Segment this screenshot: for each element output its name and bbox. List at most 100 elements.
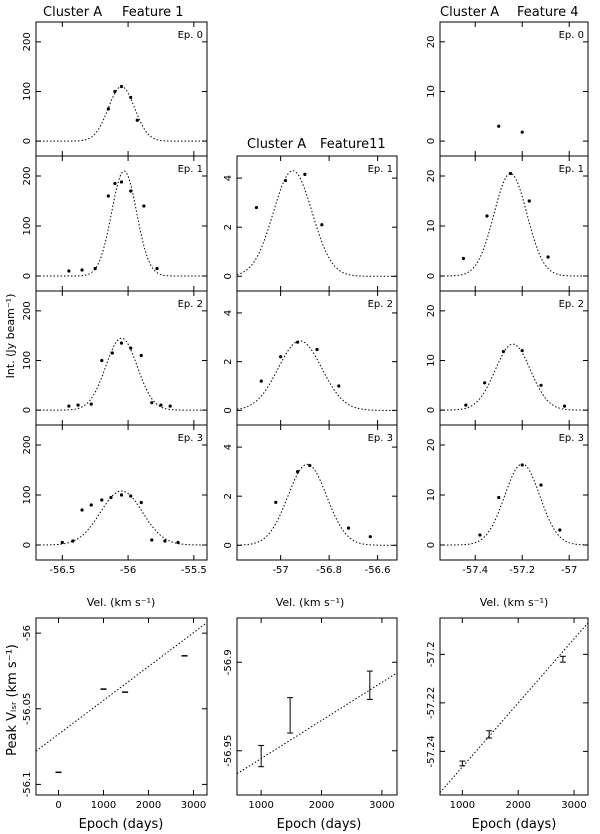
panel-frame	[439, 424, 589, 561]
x-tick-label: -56.5	[49, 565, 75, 576]
data-point	[76, 403, 80, 407]
panel-f1-ep2: 0 100 200 Ep. 2	[22, 290, 208, 426]
y-tick-label: 0	[22, 273, 33, 279]
data-point	[520, 348, 524, 353]
data-point	[346, 526, 351, 530]
x-tick-label: 3000	[369, 800, 394, 811]
data-point	[464, 403, 468, 407]
x-tick-label: -57	[561, 565, 577, 576]
data-point	[296, 340, 300, 344]
panel-frame	[35, 424, 208, 561]
data-point	[483, 381, 487, 385]
data-point	[109, 495, 113, 500]
panel-frame	[439, 617, 589, 796]
data-point	[368, 535, 372, 539]
data-point	[168, 404, 172, 408]
fit-line	[236, 672, 398, 775]
data-point	[129, 189, 133, 193]
fit-curve	[236, 170, 397, 277]
data-point	[303, 172, 307, 177]
ylabel-intensity: Int. (Jy beam⁻¹)	[4, 294, 17, 379]
data-point	[110, 351, 114, 355]
data-point	[497, 124, 501, 128]
data-point	[320, 223, 324, 227]
data-point	[129, 494, 133, 498]
data-point	[119, 341, 124, 345]
x-tick-label: -56	[120, 565, 136, 576]
y-tick-label: 0	[426, 273, 437, 279]
panel-frame	[236, 424, 398, 561]
panel-frame	[236, 155, 398, 292]
x-tick-label: -55.5	[181, 565, 207, 576]
epoch-label: Ep. 3	[368, 433, 393, 444]
y-tick-label: 0	[22, 407, 33, 413]
y-tick-label: 0	[223, 407, 234, 413]
y-tick-label: 0	[426, 138, 437, 144]
data-point	[539, 383, 543, 387]
title-col2-feature: Feature11	[320, 137, 386, 152]
panel-frame	[439, 155, 589, 292]
y-tick-label: -57.24	[426, 735, 437, 767]
data-point	[155, 266, 159, 271]
panel-f1-ep0: 0 100 200 Ep. 0	[22, 21, 208, 157]
xlabel-epoch-col2: Epoch (days)	[277, 817, 362, 832]
y-tick-label: -57.22	[426, 687, 437, 719]
fit-curve	[236, 463, 397, 546]
x-tick-label: -56.8	[316, 565, 342, 576]
data-point	[113, 89, 117, 94]
data-point	[539, 483, 543, 487]
xlabel-vel-col2: Vel. (km s⁻¹)	[276, 596, 345, 609]
data-point	[558, 528, 562, 532]
title-col1-cluster: Cluster A	[43, 5, 102, 20]
panel-f4-ep3: -57.4 -57.2 -57 0 10 20 Ep. 3	[426, 424, 589, 576]
fit-curve	[36, 86, 207, 142]
fit-line	[35, 622, 208, 752]
data-point	[80, 508, 84, 512]
data-point	[501, 349, 506, 354]
data-point	[100, 498, 104, 502]
data-point	[562, 404, 567, 408]
data-point	[283, 178, 288, 183]
panel-frame	[35, 21, 208, 157]
ylabel-peak-vlsr: Peak Vₗₛᵣ (km s⁻¹)	[5, 644, 20, 756]
y-tick-label: 20	[426, 304, 437, 317]
xlabel-vel-col1: Vel. (km s⁻¹)	[87, 596, 156, 609]
x-tick-label: 2000	[136, 800, 161, 811]
epoch-label: Ep. 2	[368, 299, 393, 310]
y-tick-label: 2	[223, 358, 234, 364]
x-tick-label: -57.4	[462, 565, 488, 576]
panel-f4-ep0: 0 10 20 Ep. 0	[426, 21, 589, 157]
y-tick-label: 20	[426, 35, 437, 48]
data-point	[274, 500, 278, 504]
data-point	[485, 214, 489, 218]
title-col1-feature: Feature 1	[122, 5, 184, 20]
data-point	[135, 118, 139, 122]
data-point	[106, 194, 110, 198]
data-point	[119, 493, 124, 497]
y-tick-label: 4	[223, 444, 234, 450]
y-tick-label: 100	[22, 216, 33, 235]
panel-frame	[439, 290, 589, 426]
y-tick-label: -56	[22, 625, 33, 641]
fit-line	[439, 622, 589, 793]
data-point	[163, 539, 167, 543]
data-point	[119, 84, 124, 89]
data-point	[337, 384, 341, 388]
panel-frame	[35, 155, 208, 292]
epoch-label: Ep. 3	[559, 433, 584, 444]
y-tick-label: 10	[426, 85, 437, 98]
y-tick-label: -56.95	[223, 735, 234, 767]
data-point	[296, 470, 300, 474]
data-point	[527, 199, 531, 203]
xlabel-epoch-col3: Epoch (days)	[472, 817, 557, 832]
panel-f11-trend: 1000 2000 3000 -56.95 -56.9	[223, 617, 398, 811]
y-tick-label: -56.1	[22, 771, 33, 797]
epoch-label: Ep. 1	[559, 164, 584, 175]
epoch-label: Ep. 0	[178, 30, 203, 41]
title-col2-cluster: Cluster A	[247, 137, 306, 152]
epoch-label: Ep. 1	[178, 164, 203, 175]
data-point	[520, 463, 524, 467]
x-tick-label: 1000	[248, 800, 273, 811]
x-tick-label: 3000	[561, 800, 586, 811]
